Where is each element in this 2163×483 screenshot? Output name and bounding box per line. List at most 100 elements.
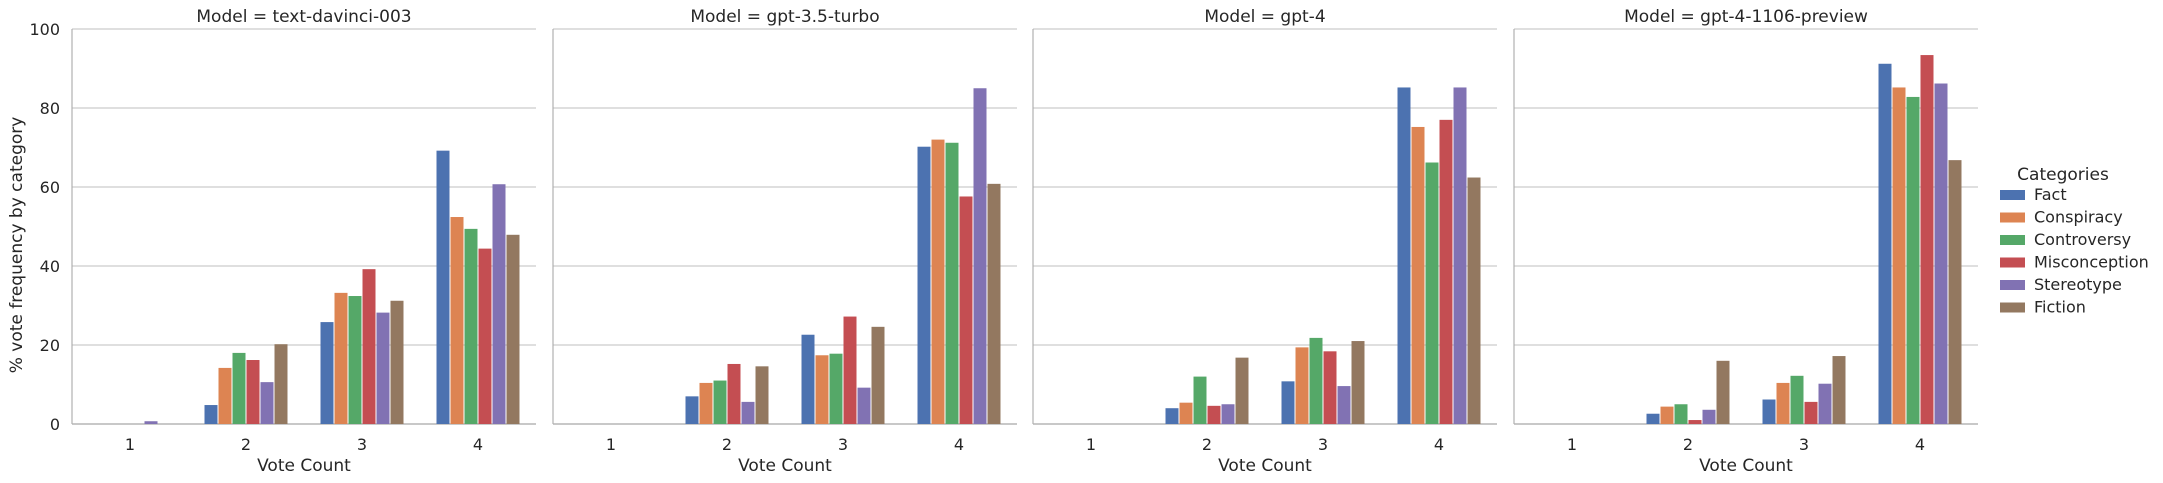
- bar: [450, 217, 464, 424]
- bar: [436, 150, 450, 424]
- bar: [1716, 360, 1730, 424]
- bar: [232, 352, 246, 424]
- bar: [1179, 402, 1193, 424]
- legend-label: Fact: [2034, 185, 2067, 204]
- bar: [274, 344, 288, 424]
- bar: [1776, 382, 1790, 424]
- bar: [1762, 399, 1776, 424]
- bar: [1702, 409, 1716, 424]
- legend-swatch: [2000, 235, 2025, 245]
- bar: [246, 360, 260, 424]
- x-tick-label: 4: [473, 435, 483, 454]
- legend-label: Stereotype: [2034, 275, 2122, 294]
- bar: [478, 248, 492, 424]
- y-tick-label: 100: [29, 20, 60, 39]
- bar: [871, 326, 885, 424]
- bar: [334, 292, 348, 424]
- bar: [699, 382, 713, 424]
- bar: [1453, 87, 1467, 425]
- bar: [144, 421, 158, 424]
- legend-label: Conspiracy: [2034, 208, 2123, 227]
- facet-panel: 0 20 40 60 80 100 Model = text-davinci-003 1 2 3 4…: [29, 7, 536, 476]
- y-tick-label: 40: [40, 257, 60, 276]
- legend-label: Fiction: [2034, 298, 2086, 317]
- bar: [801, 334, 815, 424]
- bar: [1934, 83, 1948, 424]
- bar: [1281, 381, 1295, 424]
- bar: [959, 196, 973, 424]
- bar: [1646, 413, 1660, 424]
- facet-title: Model = gpt-3.5-turbo: [690, 7, 879, 27]
- bar: [1193, 376, 1207, 424]
- x-tick-label: 2: [1683, 435, 1693, 454]
- bar: [1674, 404, 1688, 424]
- x-tick-label: 4: [1434, 435, 1444, 454]
- x-tick-label: 2: [241, 435, 251, 454]
- bar: [260, 382, 274, 424]
- bar: [492, 184, 506, 424]
- bar: [1397, 87, 1411, 425]
- bar: [376, 312, 390, 424]
- bar: [1351, 341, 1365, 424]
- bar: [1832, 356, 1846, 424]
- bar: [1660, 406, 1674, 424]
- bar: [829, 353, 843, 424]
- bar: [917, 146, 931, 424]
- y-axis-label: % vote frequency by category: [7, 117, 27, 374]
- bar: [218, 367, 232, 424]
- bar: [987, 183, 1001, 424]
- bar: [1878, 63, 1892, 424]
- y-axis-label-group: % vote frequency by category: [7, 117, 27, 374]
- bar: [1207, 405, 1221, 424]
- bar: [1467, 177, 1481, 424]
- bar: [1688, 420, 1702, 424]
- bar: [1948, 160, 1962, 424]
- x-axis-label: Vote Count: [257, 456, 351, 476]
- bar: [362, 269, 376, 424]
- bar: [727, 363, 741, 424]
- x-tick-label: 1: [1567, 435, 1577, 454]
- legend-label: Misconception: [2034, 253, 2149, 272]
- legend-swatch: [2000, 190, 2025, 200]
- y-tick-label: 20: [40, 336, 60, 355]
- facet-title: Model = text-davinci-003: [196, 7, 411, 27]
- bar: [843, 316, 857, 424]
- x-tick-label: 1: [125, 435, 135, 454]
- bar: [464, 228, 478, 424]
- facet-panel: Model = gpt-4 1 2 3 4 Vote Count: [1032, 7, 1497, 476]
- x-tick-label: 1: [606, 435, 616, 454]
- bar: [741, 401, 755, 424]
- x-tick-label: 3: [357, 435, 367, 454]
- bar: [685, 396, 699, 424]
- x-tick-label: 3: [1799, 435, 1809, 454]
- legend-swatch: [2000, 280, 2025, 290]
- facet-panel: Model = gpt-3.5-turbo 1 2 3 4 Vote Count: [552, 7, 1017, 476]
- facet-panel: Model = gpt-4-1106-preview 1 2 3 4 Vote Count: [1513, 7, 1978, 476]
- y-tick-label: 80: [40, 99, 60, 118]
- bar: [1920, 55, 1934, 424]
- bar: [945, 142, 959, 424]
- bar: [1323, 351, 1337, 424]
- bar: [204, 405, 218, 424]
- bar: [1804, 401, 1818, 424]
- bar: [931, 139, 945, 424]
- x-axis-label: Vote Count: [1699, 456, 1793, 476]
- bar: [390, 300, 404, 424]
- bar: [857, 387, 871, 424]
- bar: [320, 322, 334, 424]
- bar: [1411, 126, 1425, 425]
- bar: [1295, 347, 1309, 424]
- bar: [713, 380, 727, 424]
- legend-swatch: [2000, 302, 2025, 313]
- bar: [506, 234, 520, 424]
- x-tick-label: 2: [1202, 435, 1212, 454]
- bar: [1906, 96, 1920, 424]
- legend-title: Categories: [2017, 165, 2109, 185]
- x-tick-label: 4: [1915, 435, 1925, 454]
- x-axis-label: Vote Count: [738, 456, 832, 476]
- bar: [1235, 357, 1249, 424]
- x-tick-label: 3: [838, 435, 848, 454]
- legend-swatch: [2000, 257, 2025, 268]
- x-tick-label: 3: [1318, 435, 1328, 454]
